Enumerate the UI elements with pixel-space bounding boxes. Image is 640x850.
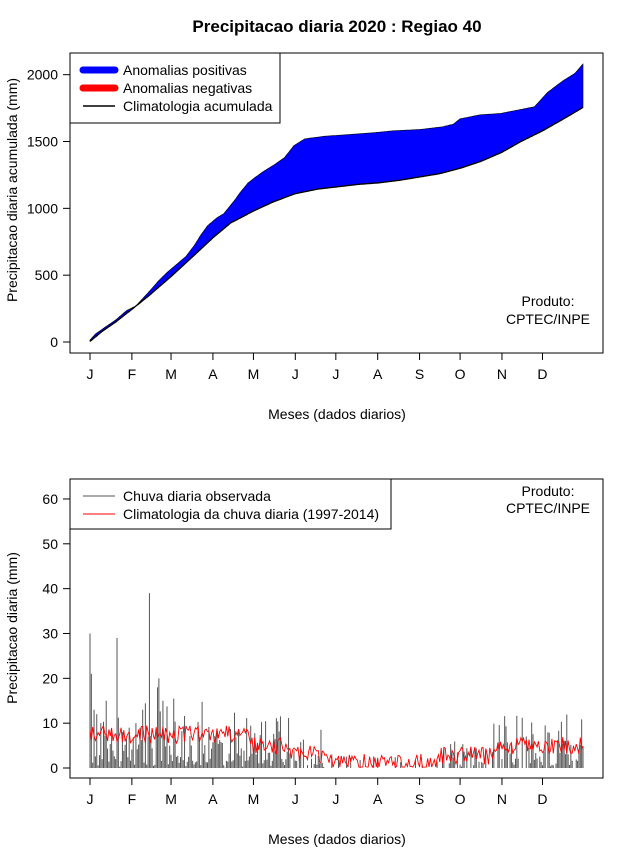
x-tick-label: M xyxy=(165,366,177,382)
climatology-cumulative-line xyxy=(89,106,584,342)
daily-plot-area xyxy=(89,593,584,769)
x-tick-label: N xyxy=(497,791,507,807)
cumulative-plot-frame xyxy=(69,52,604,354)
legend-label-climatology: Climatologia acumulada xyxy=(123,98,273,114)
y-tick-label: 40 xyxy=(42,581,58,597)
y-tick-label: 1000 xyxy=(27,200,58,216)
daily-legend: Chuva diaria observada Climatologia da c… xyxy=(69,478,392,530)
daily-x-axis-label: Meses (dados diarios) xyxy=(268,831,406,847)
x-tick-label: J xyxy=(332,791,339,807)
cumulative-legend: Anomalias positivas Anomalias negativas … xyxy=(69,52,281,124)
legend-label-positive: Anomalias positivas xyxy=(123,62,247,78)
x-tick-label: J xyxy=(292,366,299,382)
x-tick-label: J xyxy=(292,791,299,807)
y-tick-label: 60 xyxy=(42,491,58,507)
y-tick-label: 1500 xyxy=(27,134,58,150)
cumulative-x-axis-label: Meses (dados diarios) xyxy=(268,406,406,422)
daily-legend-box xyxy=(69,478,392,530)
credit-org-bottom: CPTEC/INPE xyxy=(506,500,590,516)
y-tick-label: 30 xyxy=(42,625,58,641)
credit-product-bottom: Produto: xyxy=(522,483,575,499)
cumulative-panel: J F M A M J J A S O N D 0 500 1000 1500 2000 Meses (dad… xyxy=(4,52,604,422)
x-tick-label: J xyxy=(332,366,339,382)
credit-product-top: Produto: xyxy=(522,293,575,309)
daily-y-axis-label: Precipitacao diaria (mm) xyxy=(4,552,20,704)
y-tick-label: 50 xyxy=(42,536,58,552)
cumulative-y-axis: 0 500 1000 1500 2000 xyxy=(27,67,70,350)
x-tick-label: M xyxy=(248,366,260,382)
x-tick-label: O xyxy=(455,366,466,382)
y-tick-label: 0 xyxy=(50,334,58,350)
climatology-daily-line xyxy=(89,724,584,769)
x-tick-label: N xyxy=(497,366,507,382)
credit-org-top: CPTEC/INPE xyxy=(506,311,590,327)
x-tick-label: A xyxy=(373,366,383,382)
y-tick-label: 10 xyxy=(42,715,58,731)
x-tick-label: A xyxy=(208,366,218,382)
legend-label-negative: Anomalias negativas xyxy=(123,80,252,96)
x-tick-label: O xyxy=(455,791,466,807)
cumulative-plot-area xyxy=(89,63,584,342)
x-tick-label: M xyxy=(165,791,177,807)
x-tick-label: J xyxy=(87,366,94,382)
x-tick-label: S xyxy=(415,791,424,807)
y-tick-label: 20 xyxy=(42,670,58,686)
x-tick-label: M xyxy=(248,791,260,807)
x-tick-label: A xyxy=(208,791,218,807)
x-tick-label: D xyxy=(537,366,547,382)
y-tick-label: 0 xyxy=(50,760,58,776)
legend-label-observed: Chuva diaria observada xyxy=(123,488,271,504)
daily-y-axis: 0 10 20 30 40 50 60 xyxy=(42,491,70,776)
x-tick-label: F xyxy=(128,791,137,807)
y-tick-label: 500 xyxy=(35,267,59,283)
y-tick-label: 2000 xyxy=(27,67,58,83)
x-tick-label: S xyxy=(415,366,424,382)
x-tick-label: J xyxy=(87,791,94,807)
x-tick-label: A xyxy=(373,791,383,807)
page-title: Precipitacao diaria 2020 : Regiao 40 xyxy=(192,17,481,36)
daily-panel: J F M A M J J A S O N D 0 10 20 30 40 50 60 Meses (dados … xyxy=(4,478,604,847)
legend-label-climatology-daily: Climatologia da chuva diaria (1997-2014) xyxy=(123,506,379,522)
x-tick-label: F xyxy=(128,366,137,382)
x-tick-label: D xyxy=(537,791,547,807)
cumulative-y-axis-label: Precipitacao diaria acumulada (mm) xyxy=(4,78,20,302)
